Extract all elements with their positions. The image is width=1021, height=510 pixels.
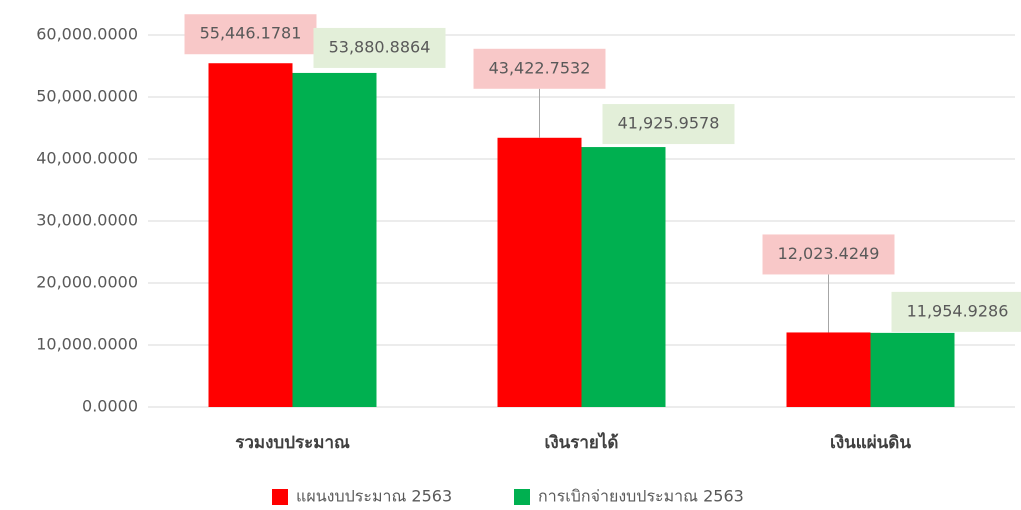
bar (208, 63, 293, 407)
legend-label: แผนงบประมาณ 2563 (296, 487, 452, 506)
data-label: 41,925.9578 (618, 114, 720, 133)
label-box (313, 27, 446, 68)
legend-label: การเบิกจ่ายงบประมาณ 2563 (538, 487, 744, 506)
legend-swatch (514, 489, 530, 505)
y-tick-label: 0.0000 (82, 397, 138, 416)
bar (292, 72, 377, 407)
y-tick-label: 20,000.0000 (36, 273, 138, 292)
label-box (602, 104, 735, 145)
y-tick-label: 10,000.0000 (36, 335, 138, 354)
x-tick-label: เงินรายได้ (545, 432, 619, 453)
bar (870, 332, 955, 407)
data-label: 53,880.8864 (329, 37, 431, 56)
label-box (473, 48, 606, 89)
bar (497, 137, 582, 407)
data-label: 11,954.9286 (907, 301, 1009, 320)
y-tick-label: 50,000.0000 (36, 87, 138, 106)
label-box (891, 291, 1021, 332)
y-tick-label: 40,000.0000 (36, 149, 138, 168)
data-label: 12,023.4249 (778, 244, 880, 263)
label-box (184, 14, 317, 55)
x-tick-label: เงินแผ่นดิน (830, 433, 911, 453)
bar (581, 147, 666, 407)
data-label: 43,422.7532 (489, 58, 591, 77)
x-tick-label: รวมงบประมาณ (235, 433, 350, 453)
y-tick-label: 30,000.0000 (36, 211, 138, 230)
y-tick-label: 60,000.0000 (36, 25, 138, 44)
bar (786, 332, 871, 407)
label-box (762, 234, 895, 275)
legend-swatch (272, 489, 288, 505)
data-label: 55,446.1781 (200, 24, 302, 43)
